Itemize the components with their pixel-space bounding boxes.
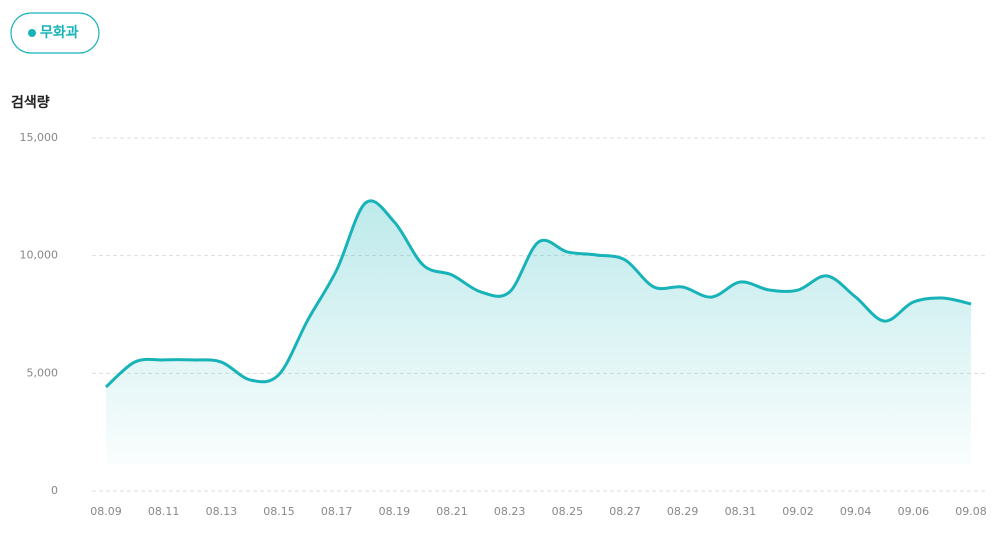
area-fill <box>106 200 971 465</box>
x-tick-label: 08.25 <box>552 505 584 518</box>
x-tick-label: 08.15 <box>263 505 295 518</box>
line <box>104 199 972 389</box>
x-tick-label: 09.02 <box>782 505 814 518</box>
y-tick-label: 15,000 <box>20 131 59 144</box>
legend-button[interactable] <box>10 12 100 54</box>
y-axis-label: 검색량 <box>11 94 50 111</box>
x-tick-label: 09.04 <box>840 505 872 518</box>
x-tick-label: 08.21 <box>436 505 468 518</box>
x-tick-label: 08.27 <box>609 505 641 518</box>
x-tick-label: 09.08 <box>955 505 987 518</box>
x-tick-label: 08.29 <box>667 505 699 518</box>
legend-label[interactable]: 무화과 <box>40 25 79 41</box>
x-tick-label: 08.17 <box>321 505 353 518</box>
x-tick-label: 08.23 <box>494 505 526 518</box>
x-tick-label: 08.31 <box>725 505 757 518</box>
y-tick-label: 10,000 <box>20 249 59 262</box>
x-tick-label: 09.06 <box>898 505 930 518</box>
x-tick-label: 08.11 <box>148 505 180 518</box>
x-tick-label: 08.13 <box>206 505 238 518</box>
legend-dot <box>28 29 36 37</box>
x-tick-label: 08.09 <box>90 505 122 518</box>
y-tick-label: 0 <box>51 484 58 497</box>
y-tick-label: 5,000 <box>27 366 59 379</box>
x-tick-label: 08.19 <box>379 505 411 518</box>
